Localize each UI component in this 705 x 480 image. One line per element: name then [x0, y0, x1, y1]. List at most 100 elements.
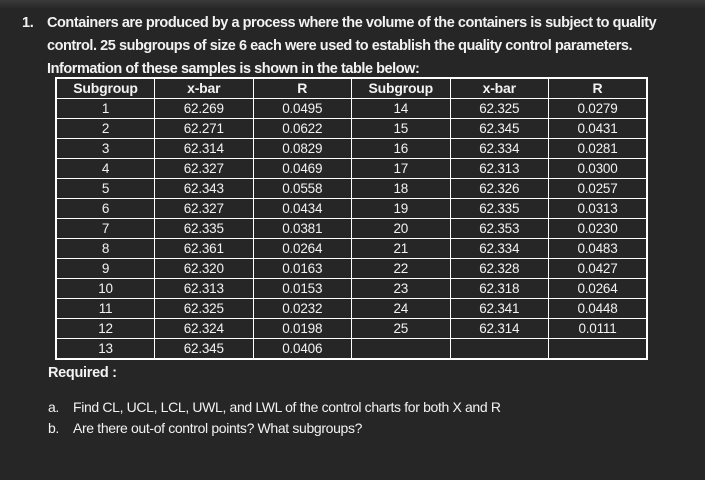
table-cell: 62.345: [449, 118, 549, 139]
table-cell: 62.343: [154, 178, 254, 199]
table-header: Subgroup x-bar R Subgroup x-bar R: [55, 77, 648, 99]
table-cell: 62.313: [154, 278, 254, 299]
table-cell: 62.353: [449, 218, 549, 239]
table-cell: 0.0153: [252, 278, 352, 299]
table-cell: 0.0558: [252, 178, 352, 199]
task-text: Find CL, UCL, LCL, UWL, and LWL of the c…: [73, 399, 501, 415]
table-row: 4 62.327 0.0469 17 62.313 0.0300: [55, 158, 648, 179]
table-cell: [351, 338, 451, 360]
table-cell: 21: [351, 238, 451, 259]
table-cell: 14: [351, 98, 451, 119]
table-cell: 62.327: [154, 158, 254, 179]
table-cell: 0.0427: [548, 258, 648, 279]
table-cell: 62.334: [449, 138, 549, 159]
table-cell: 13: [55, 338, 155, 360]
table-cell: 20: [351, 218, 451, 239]
table-cell: 0.0483: [548, 238, 648, 259]
table-cell: 62.325: [154, 298, 254, 319]
table-cell: [548, 338, 648, 360]
problem-number: 1.: [22, 15, 34, 31]
table-cell: 62.361: [154, 238, 254, 259]
table-cell: 0.0198: [252, 318, 352, 339]
table-cell: 5: [55, 178, 155, 199]
table-cell: 18: [351, 178, 451, 199]
table-row: 11 62.325 0.0232 24 62.341 0.0448: [55, 298, 648, 319]
table-cell: 16: [351, 138, 451, 159]
table-cell: 23: [351, 278, 451, 299]
table-cell: 0.0111: [548, 318, 648, 339]
problem-line: Containers are produced by a process whe…: [47, 15, 657, 31]
table-cell: 62.325: [449, 98, 549, 119]
table-cell: 15: [351, 118, 451, 139]
required-label: Required :: [48, 365, 117, 381]
table-cell: 0.0431: [548, 118, 648, 139]
table-cell: 62.314: [449, 318, 549, 339]
table-row: 9 62.320 0.0163 22 62.328 0.0427: [55, 258, 648, 279]
window-top-edge: [0, 0, 705, 9]
table-cell: 25: [351, 318, 451, 339]
task-item-b: b. Are there out-of control points? What…: [48, 418, 685, 439]
table-cell: 0.0622: [252, 118, 352, 139]
table-cell: 0.0281: [548, 138, 648, 159]
table-cell: 8: [55, 238, 155, 259]
table-cell: 22: [351, 258, 451, 279]
table-cell: 62.327: [154, 198, 254, 219]
table-cell: 1: [55, 98, 155, 119]
column-header: Subgroup: [55, 77, 155, 99]
table-row: 2 62.271 0.0622 15 62.345 0.0431: [55, 118, 648, 139]
problem-line: Information of these samples is shown in…: [47, 61, 420, 77]
table-cell: 4: [55, 158, 155, 179]
table-row: 10 62.313 0.0153 23 62.318 0.0264: [55, 278, 648, 299]
table-cell: 0.0300: [548, 158, 648, 179]
table-row: 7 62.335 0.0381 20 62.353 0.0230: [55, 218, 648, 239]
table-cell: 62.269: [154, 98, 254, 119]
table-cell: 10: [55, 278, 155, 299]
task-marker: a.: [48, 399, 59, 415]
table-cell: 62.313: [449, 158, 549, 179]
table-cell: 62.341: [449, 298, 549, 319]
column-header: Subgroup: [351, 77, 451, 99]
table-cell: 12: [55, 318, 155, 339]
task-item-a: a. Find CL, UCL, LCL, UWL, and LWL of th…: [48, 397, 685, 418]
table-cell: 62.326: [449, 178, 549, 199]
table-cell: 0.0264: [548, 278, 648, 299]
table-cell: 0.0434: [252, 198, 352, 219]
table-row: 13 62.345 0.0406: [55, 338, 648, 360]
table-cell: 7: [55, 218, 155, 239]
table-cell: 0.0495: [252, 98, 352, 119]
table-cell: 0.0230: [548, 218, 648, 239]
table-row: 1 62.269 0.0495 14 62.325 0.0279: [55, 98, 648, 119]
column-header: x-bar: [449, 77, 549, 99]
table-cell: 0.0313: [548, 198, 648, 219]
table-cell: 62.318: [449, 278, 549, 299]
table-cell: 62.328: [449, 258, 549, 279]
table-row: 6 62.327 0.0434 19 62.335 0.0313: [55, 198, 648, 219]
table-cell: 0.0406: [252, 338, 352, 360]
problem-line: control. 25 subgroups of size 6 each wer…: [47, 38, 633, 54]
table-cell: 62.320: [154, 258, 254, 279]
table-cell: 19: [351, 198, 451, 219]
table-row: 5 62.343 0.0558 18 62.326 0.0257: [55, 178, 648, 199]
table-cell: 2: [55, 118, 155, 139]
table-cell: 6: [55, 198, 155, 219]
qc-data-table: Subgroup x-bar R Subgroup x-bar R 1 62.269 0.04…: [55, 77, 648, 360]
task-text: Are there out-of control points? What su…: [73, 420, 363, 436]
task-marker: b.: [48, 420, 59, 436]
table-cell: 62.345: [154, 338, 254, 360]
table-header-row: Subgroup x-bar R Subgroup x-bar R: [55, 77, 648, 99]
table-row: 12 62.324 0.0198 25 62.314 0.0111: [55, 318, 648, 339]
table-cell: 3: [55, 138, 155, 159]
table-cell: 62.271: [154, 118, 254, 139]
table-cell: 24: [351, 298, 451, 319]
table-row: 8 62.361 0.0264 21 62.334 0.0483: [55, 238, 648, 259]
table-cell: 17: [351, 158, 451, 179]
table-cell: 62.335: [449, 198, 549, 219]
table-cell: 62.314: [154, 138, 254, 159]
table-cell: 0.0381: [252, 218, 352, 239]
column-header: x-bar: [154, 77, 254, 99]
column-header: R: [548, 77, 648, 99]
table-cell: 0.0264: [252, 238, 352, 259]
table-cell: 62.334: [449, 238, 549, 259]
column-header: R: [252, 77, 352, 99]
